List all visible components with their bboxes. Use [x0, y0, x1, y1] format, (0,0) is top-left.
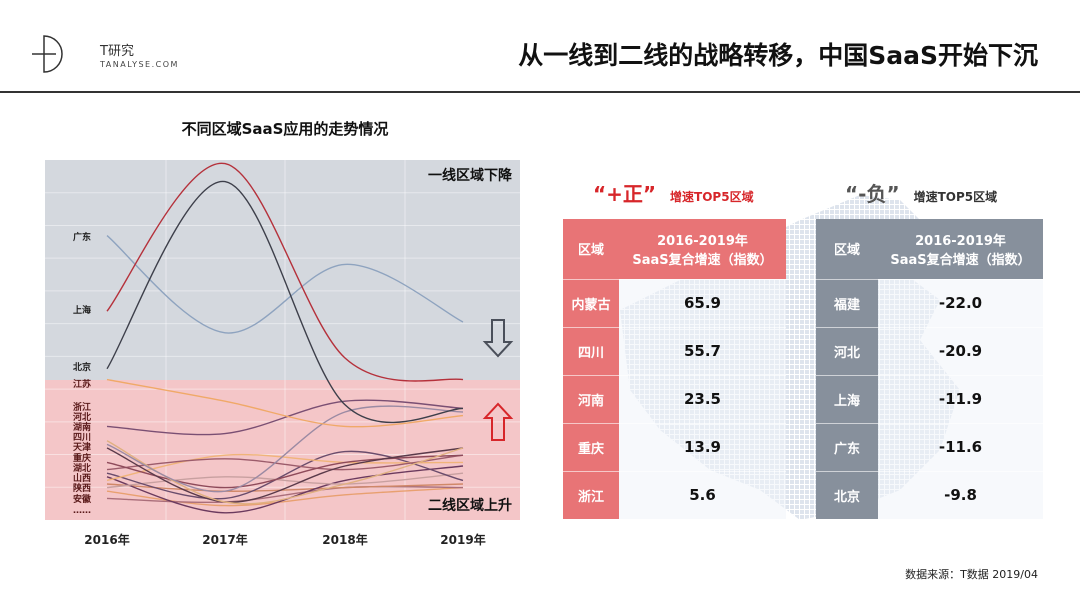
header-growth-line2: SaaS复合增速（指数） — [632, 252, 773, 268]
row-label: 湖南 — [73, 421, 91, 433]
value-cell: 5.6 — [619, 471, 786, 520]
zone-label-tier2: 二线区域上升 — [428, 497, 512, 514]
table-header: 区域 2016-2019年 SaaS复合增速（指数） — [563, 219, 786, 280]
header-growth-line2: SaaS复合增速（指数） — [890, 252, 1031, 268]
row-label: 湖北 — [73, 462, 91, 474]
row-label: 四川 — [73, 432, 91, 443]
value-cell: -9.8 — [878, 471, 1043, 520]
region-cell: 广东 — [816, 423, 878, 472]
region-cell: 浙江 — [563, 471, 619, 520]
positive-quote: “+正” — [593, 182, 657, 206]
value-cell: 65.9 — [619, 279, 786, 328]
value-cell: 23.5 — [619, 375, 786, 424]
series-line-region-9 — [106, 447, 464, 503]
series-line-region-2 — [106, 483, 464, 492]
row-label: …… — [73, 506, 91, 516]
chart-title: 不同区域SaaS应用的走势情况 — [181, 120, 389, 138]
region-cell: 河北 — [816, 327, 878, 376]
header-region: 区域 — [816, 219, 878, 280]
series-line-广东 — [106, 235, 464, 334]
table-row: 福建 -22.0 — [816, 279, 1043, 328]
series-line-江苏 — [106, 378, 464, 428]
table-row: 北京 -9.8 — [816, 471, 1043, 520]
row-label: 陕西 — [73, 482, 91, 494]
table-header: 区域 2016-2019年 SaaS复合增速（指数） — [816, 219, 1043, 280]
logo: T研究 TANALYSE.COM — [28, 28, 208, 78]
series-line-上海 — [106, 162, 464, 382]
value-cell: -20.9 — [878, 327, 1043, 376]
value-cell: 55.7 — [619, 327, 786, 376]
row-label: 广东 — [73, 231, 91, 243]
series-line-region-12 — [106, 399, 464, 436]
x-tick-label: 2019年 — [440, 532, 485, 547]
row-label: 浙江 — [73, 401, 91, 413]
negative-table-title: “-负” 增速TOP5区域 — [845, 178, 997, 207]
region-cell: 内蒙古 — [563, 279, 619, 328]
logo-mark-icon — [32, 35, 63, 73]
divider — [0, 91, 1080, 93]
positive-subtitle: 增速TOP5区域 — [670, 190, 754, 204]
series-line-region-0 — [106, 486, 464, 507]
row-label: 上海 — [73, 304, 91, 316]
row-label: 天津 — [73, 441, 91, 453]
series-line-region-7 — [106, 454, 464, 471]
positive-growth-table: 区域 2016-2019年 SaaS复合增速（指数） 内蒙古 65.9 四川 55.7 … — [563, 219, 786, 520]
region-cell: 北京 — [816, 471, 878, 520]
x-tick-label: 2017年 — [202, 532, 247, 547]
series-line-region-1 — [106, 485, 464, 504]
series-line-北京 — [106, 180, 464, 424]
table-row: 内蒙古 65.9 — [563, 279, 786, 328]
region-cell: 上海 — [816, 375, 878, 424]
zone-label-tier1: 一线区域下降 — [428, 167, 513, 184]
table-row: 河南 23.5 — [563, 375, 786, 424]
row-label: 安徽 — [73, 493, 92, 505]
value-cell: 13.9 — [619, 423, 786, 472]
zone-tier2 — [45, 380, 520, 520]
value-cell: -22.0 — [878, 279, 1043, 328]
table-row: 浙江 5.6 — [563, 471, 786, 520]
header-growth: 2016-2019年 SaaS复合增速（指数） — [619, 219, 786, 280]
row-label: 河北 — [73, 411, 91, 423]
header-growth-line1: 2016-2019年 — [915, 233, 1006, 249]
series-line-region-4 — [106, 472, 464, 489]
series-line-region-3 — [106, 465, 464, 514]
row-label: 重庆 — [73, 452, 91, 464]
value-cell: -11.6 — [878, 423, 1043, 472]
negative-growth-table: 区域 2016-2019年 SaaS复合增速（指数） 福建 -22.0 河北 -20.9… — [816, 219, 1043, 520]
down-arrow-icon — [482, 319, 514, 358]
header-region: 区域 — [563, 219, 619, 280]
region-cell: 福建 — [816, 279, 878, 328]
table-row: 四川 55.7 — [563, 327, 786, 376]
page-title: 从一线到二线的战略转移，中国SaaS开始下沉 — [518, 41, 1038, 70]
x-tick-label: 2016年 — [84, 532, 129, 547]
table-row: 重庆 13.9 — [563, 423, 786, 472]
row-label: 江苏 — [73, 378, 91, 390]
header-growth: 2016-2019年 SaaS复合增速（指数） — [878, 219, 1043, 280]
row-label: 山西 — [73, 472, 91, 484]
row-label: 北京 — [73, 361, 91, 373]
value-cell: -11.9 — [878, 375, 1043, 424]
negative-subtitle: 增速TOP5区域 — [913, 190, 998, 204]
logo-text-cn: T研究 — [100, 44, 134, 59]
table-row: 广东 -11.6 — [816, 423, 1043, 472]
region-cell: 重庆 — [563, 423, 619, 472]
negative-quote: “-负” — [845, 182, 900, 206]
region-cell: 四川 — [563, 327, 619, 376]
logo-text-en: TANALYSE.COM — [100, 60, 179, 69]
region-cell: 河南 — [563, 375, 619, 424]
header-growth-line1: 2016-2019年 — [657, 233, 748, 249]
zone-tier1 — [45, 160, 520, 380]
positive-table-title: “+正” 增速TOP5区域 — [593, 178, 754, 207]
up-arrow-icon — [482, 402, 514, 441]
table-row: 上海 -11.9 — [816, 375, 1043, 424]
table-row: 河北 -20.9 — [816, 327, 1043, 376]
data-source: 数据来源：T数据 2019/04 — [905, 568, 1038, 581]
series-line-region-11 — [106, 405, 464, 493]
x-tick-label: 2018年 — [322, 532, 367, 547]
